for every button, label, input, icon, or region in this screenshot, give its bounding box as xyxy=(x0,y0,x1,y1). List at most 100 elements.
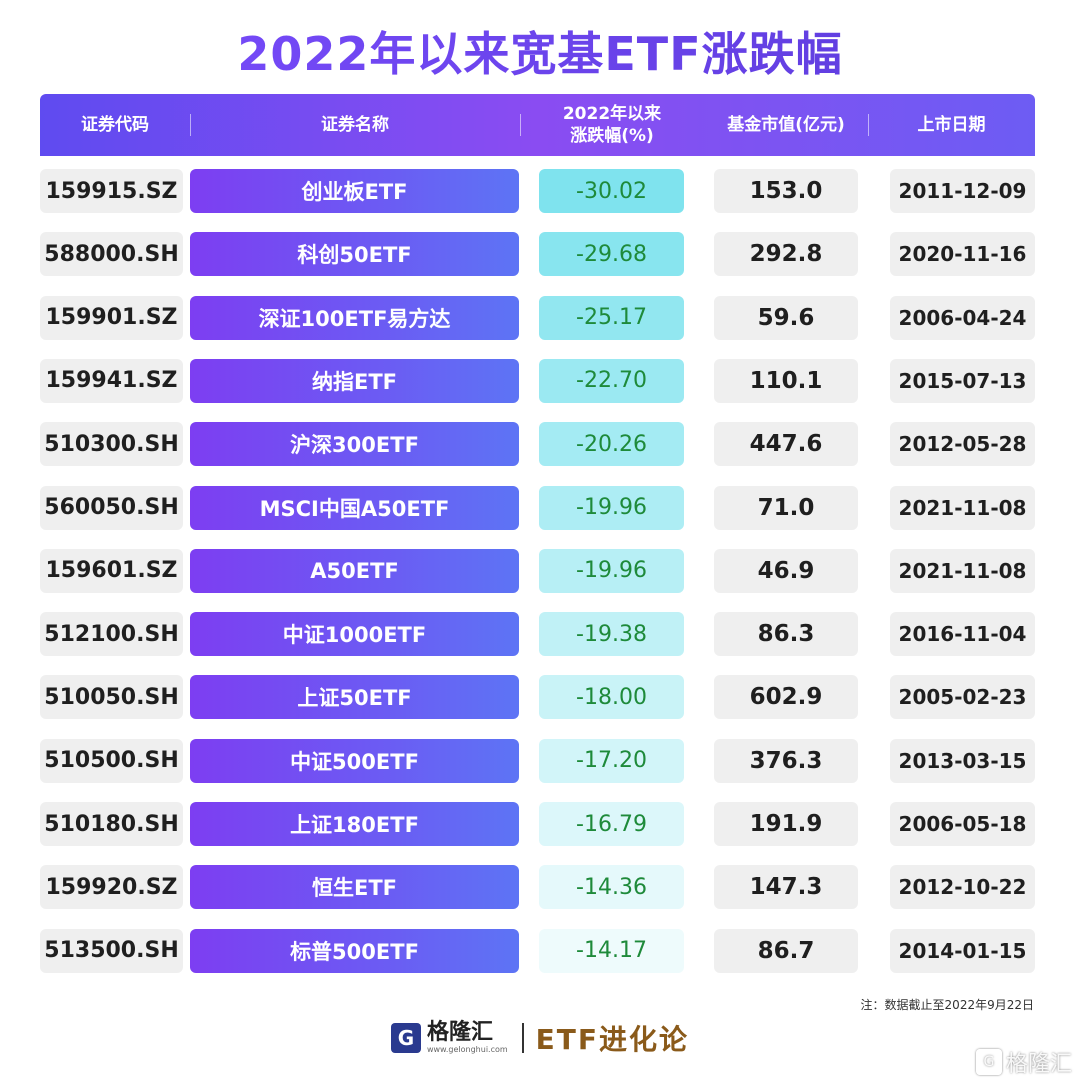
cell-name: 恒生ETF xyxy=(190,865,519,910)
cell-name: 上证180ETF xyxy=(190,802,519,846)
cell-name: 中证500ETF xyxy=(190,738,519,783)
cell-list-date: 2006-05-18 xyxy=(890,802,1035,846)
cell-name: 科创50ETF xyxy=(190,232,519,277)
cell-change: -30.02 xyxy=(539,169,684,213)
cell-name: 创业板ETF xyxy=(190,169,519,213)
cell-name: 纳指ETF xyxy=(190,358,519,403)
cell-code: 159920.SZ xyxy=(40,865,183,910)
table-row: 560050.SH MSCI中国A50ETF -19.96 71.0 2021-11-0… xyxy=(0,485,1080,530)
data-note: 注：数据截止至2022年9月22日 xyxy=(860,998,1034,1012)
cell-name: 标普500ETF xyxy=(190,928,519,973)
cell-name: 中证1000ETF xyxy=(190,612,519,657)
cell-list-date: 2006-04-24 xyxy=(890,295,1035,340)
cell-list-date: 2012-10-22 xyxy=(890,865,1035,910)
cell-list-date: 2013-03-15 xyxy=(890,738,1035,783)
cell-code: 159901.SZ xyxy=(40,295,183,340)
cell-list-date: 2011-12-09 xyxy=(890,169,1035,213)
cell-market-value: 153.0 xyxy=(714,169,858,213)
cell-name: A50ETF xyxy=(190,548,519,593)
header-divider xyxy=(190,114,191,136)
cell-market-value: 147.3 xyxy=(714,865,858,910)
cell-list-date: 2014-01-15 xyxy=(890,928,1035,973)
table-row: 510300.SH 沪深300ETF -20.26 447.6 2012-05-28 xyxy=(0,422,1080,467)
cell-list-date: 2020-11-16 xyxy=(890,232,1035,277)
cell-market-value: 46.9 xyxy=(714,548,858,593)
cell-market-value: 376.3 xyxy=(714,738,858,783)
header-divider xyxy=(868,114,869,136)
table-header: 证券代码 证券名称 2022年以来 涨跌幅(%) 基金市值(亿元) 上市日期 xyxy=(40,94,1035,156)
cell-change: -16.79 xyxy=(539,802,684,846)
cell-code: 510500.SH xyxy=(40,738,183,783)
header-market-value: 基金市值(亿元) xyxy=(727,115,845,135)
table-row: 513500.SH 标普500ETF -14.17 86.7 2014-01-15 xyxy=(0,928,1080,973)
table-row: 159941.SZ 纳指ETF -22.70 110.1 2015-07-13 xyxy=(0,358,1080,403)
page-title: 2022年以来宽基ETF涨跌幅 xyxy=(0,18,1080,84)
table-row: 510180.SH 上证180ETF -16.79 191.9 2006-05-18 xyxy=(0,802,1080,846)
cell-list-date: 2021-11-08 xyxy=(890,485,1035,530)
table-row: 159601.SZ A50ETF -19.96 46.9 2021-11-08 xyxy=(0,548,1080,593)
cell-change: -19.96 xyxy=(539,485,684,530)
header-name: 证券名称 xyxy=(321,115,389,135)
cell-name: 深证100ETF易方达 xyxy=(190,295,519,340)
cell-change: -14.36 xyxy=(539,865,684,910)
cell-market-value: 71.0 xyxy=(714,485,858,530)
cell-change: -19.38 xyxy=(539,612,684,657)
table-row: 510500.SH 中证500ETF -17.20 376.3 2013-03-15 xyxy=(0,738,1080,783)
table-row: 510050.SH 上证50ETF -18.00 602.9 2005-02-23 xyxy=(0,675,1080,720)
table-row: 159920.SZ 恒生ETF -14.36 147.3 2012-10-22 xyxy=(0,865,1080,910)
cell-code: 510300.SH xyxy=(40,422,183,467)
cell-list-date: 2012-05-28 xyxy=(890,422,1035,467)
table-row: 159901.SZ 深证100ETF易方达 -25.17 59.6 2006-04-24 xyxy=(0,295,1080,340)
cell-list-date: 2021-11-08 xyxy=(890,548,1035,593)
table-row: 512100.SH 中证1000ETF -19.38 86.3 2016-11-04 xyxy=(0,612,1080,657)
cell-code: 510180.SH xyxy=(40,802,183,846)
slogan: ETF进化论 xyxy=(535,1023,690,1056)
cell-market-value: 191.9 xyxy=(714,802,858,846)
footer-divider xyxy=(521,1023,524,1053)
cell-list-date: 2016-11-04 xyxy=(890,612,1035,657)
brand-url: www.gelonghui.com xyxy=(426,1045,508,1054)
brand: 格隆汇 www.gelonghui.com xyxy=(427,1021,508,1055)
cell-change: -22.70 xyxy=(539,358,684,403)
cell-code: 510050.SH xyxy=(40,675,183,720)
header-divider xyxy=(520,114,521,136)
cell-code: 560050.SH xyxy=(40,485,183,530)
cell-code: 159601.SZ xyxy=(40,548,183,593)
cell-market-value: 86.3 xyxy=(714,612,858,657)
cell-code: 588000.SH xyxy=(40,232,183,277)
header-change-line1: 2022年以来 xyxy=(562,104,662,124)
cell-market-value: 59.6 xyxy=(714,295,858,340)
cell-code: 513500.SH xyxy=(40,928,183,973)
cell-name: 沪深300ETF xyxy=(190,422,519,467)
cell-list-date: 2005-02-23 xyxy=(890,675,1035,720)
cell-market-value: 602.9 xyxy=(714,675,858,720)
brand-name: 格隆汇 xyxy=(426,1020,493,1045)
table-row: 159915.SZ 创业板ETF -30.02 153.0 2011-12-09 xyxy=(0,169,1080,213)
cell-name: 上证50ETF xyxy=(190,675,519,720)
cell-change: -14.17 xyxy=(539,928,684,973)
footer: G 格隆汇 www.gelonghui.com ETF进化论 xyxy=(0,1016,1080,1060)
gelonghui-logo-icon: G xyxy=(390,1023,421,1053)
cell-change: -20.26 xyxy=(539,422,684,467)
cell-market-value: 447.6 xyxy=(714,422,858,467)
header-change: 2022年以来 涨跌幅(%) xyxy=(520,94,704,156)
cell-code: 512100.SH xyxy=(40,612,183,657)
watermark-logo-icon: G xyxy=(975,1049,1002,1075)
cell-change: -18.00 xyxy=(539,675,684,720)
cell-market-value: 292.8 xyxy=(714,232,858,277)
header-list-date: 上市日期 xyxy=(917,115,986,135)
cell-code: 159941.SZ xyxy=(40,358,183,403)
cell-code: 159915.SZ xyxy=(40,169,183,213)
header-code: 证券代码 xyxy=(81,115,149,135)
header-change-line2: 涨跌幅(%) xyxy=(570,126,654,146)
watermark: G 格隆汇 xyxy=(975,1046,1072,1078)
cell-change: -19.96 xyxy=(539,548,684,593)
cell-market-value: 86.7 xyxy=(714,928,858,973)
cell-change: -17.20 xyxy=(539,738,684,783)
cell-list-date: 2015-07-13 xyxy=(890,358,1035,403)
table-row: 588000.SH 科创50ETF -29.68 292.8 2020-11-16 xyxy=(0,232,1080,277)
cell-market-value: 110.1 xyxy=(714,358,858,403)
cell-change: -25.17 xyxy=(539,295,684,340)
watermark-text: 格隆汇 xyxy=(1005,1052,1072,1077)
cell-change: -29.68 xyxy=(539,232,684,277)
